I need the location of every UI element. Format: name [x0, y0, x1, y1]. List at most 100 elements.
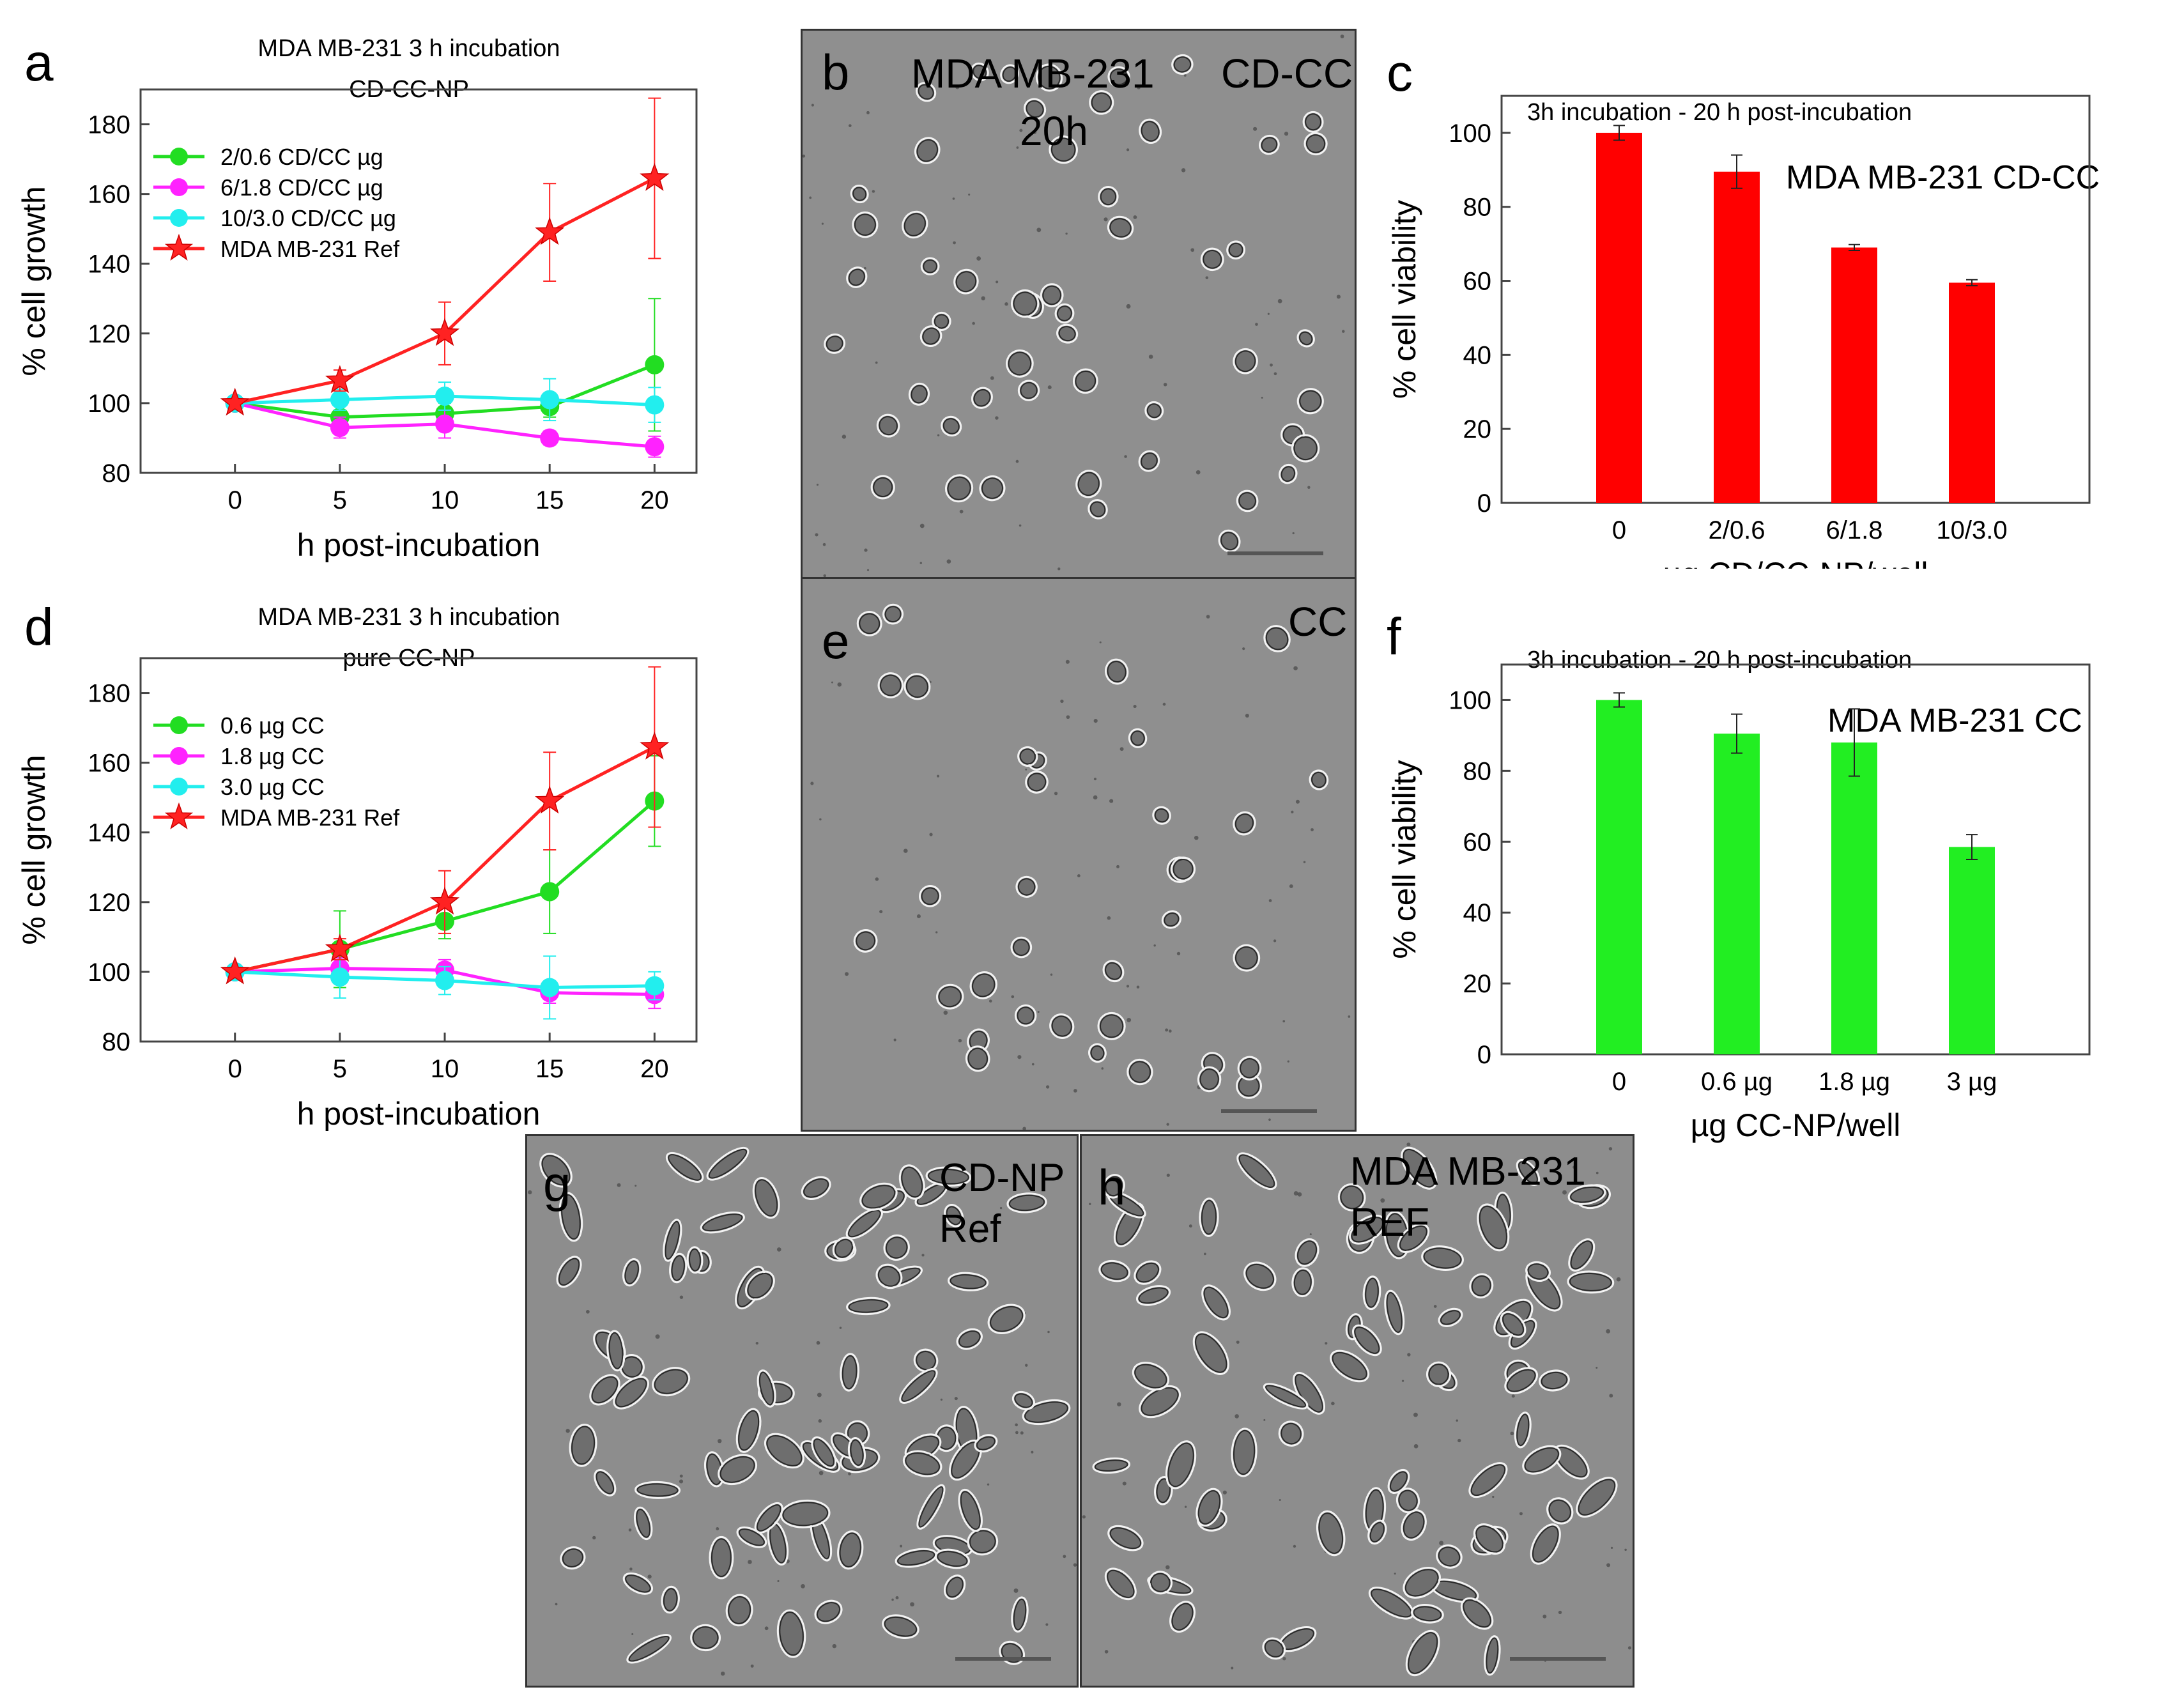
cell: [1548, 1499, 1571, 1523]
cell-halo: [944, 474, 974, 503]
cell-halo: [853, 929, 878, 953]
data-point: [645, 976, 665, 996]
cell: [1280, 466, 1296, 482]
cell: [1371, 1589, 1412, 1618]
cell-halo: [690, 1624, 721, 1652]
cell: [1017, 878, 1036, 896]
cell: [848, 1210, 881, 1238]
cell: [850, 1439, 864, 1466]
chart-annotation: MDA MB-231 CD-CC: [1786, 159, 2100, 196]
cell-halo: [1514, 1412, 1532, 1449]
x-axis-label: µg CC-NP/well: [1691, 1107, 1901, 1143]
cell: [1516, 1413, 1530, 1447]
debris-dot: [1065, 659, 1070, 664]
debris-dot: [1017, 1055, 1022, 1059]
cell-halo: [1530, 1523, 1561, 1565]
cell-halo: [974, 1434, 998, 1453]
debris-dot: [1169, 1029, 1172, 1033]
cell: [834, 1238, 853, 1258]
x-tick-label: 0: [228, 486, 242, 514]
cell: [1234, 813, 1254, 833]
legend-label: 1.8 µg CC: [220, 743, 325, 769]
debris-dot: [748, 1560, 752, 1564]
y-tick-label: 80: [102, 1028, 131, 1056]
debris-dot: [921, 1254, 925, 1257]
cell: [990, 1306, 1024, 1332]
debris-dot: [1293, 1191, 1298, 1196]
cell: [854, 213, 876, 236]
cell: [826, 335, 843, 352]
cell: [1332, 1351, 1367, 1380]
legend-marker: [170, 747, 188, 765]
debris-dot: [1015, 1423, 1018, 1427]
cell-halo: [925, 1166, 972, 1187]
cell-halo: [1098, 186, 1119, 208]
cell-halo: [1401, 1509, 1427, 1541]
cell: [1154, 808, 1169, 823]
debris-dot: [1148, 355, 1153, 359]
debris-dot: [976, 256, 981, 261]
x-tick-label: 20: [640, 486, 669, 514]
cell: [1354, 1327, 1380, 1354]
cell-halo: [1263, 1383, 1309, 1410]
cell: [1233, 1429, 1256, 1475]
cell-halo: [882, 1614, 919, 1639]
cell: [1201, 1199, 1217, 1235]
debris-dot: [837, 682, 842, 687]
cell: [1299, 331, 1313, 346]
y-axis-label: % cell growth: [16, 755, 52, 944]
debris-dot: [845, 972, 849, 976]
debris-dot: [1311, 828, 1314, 831]
cell: [1128, 1061, 1151, 1083]
debris-dot: [816, 1341, 820, 1345]
cell: [747, 1273, 773, 1298]
cell-halo: [824, 333, 846, 354]
debris-dot: [1407, 1353, 1411, 1357]
cell: [852, 187, 867, 201]
cell: [901, 1166, 923, 1198]
data-point: [330, 390, 350, 410]
debris-dot: [1336, 295, 1341, 299]
x-tick-label: 15: [535, 1055, 564, 1083]
cell-halo: [1243, 1261, 1277, 1291]
cell-halo: [904, 673, 931, 700]
legend-marker-star: [164, 802, 194, 829]
cell: [541, 1155, 571, 1186]
cell: [1134, 1364, 1167, 1389]
debris-dot: [819, 818, 822, 820]
cell-halo: [1006, 1192, 1047, 1213]
debris-dot: [1413, 1412, 1418, 1417]
debris-dot: [1562, 1190, 1567, 1195]
cell: [1141, 452, 1158, 470]
debris-dot: [1624, 1548, 1627, 1551]
cell-halo: [1011, 1390, 1035, 1410]
debris-dot: [1413, 1443, 1419, 1449]
debris-dot: [1025, 768, 1027, 771]
data-point-star: [220, 956, 250, 985]
debris-dot: [1609, 1394, 1613, 1398]
cell-halo: [811, 1436, 837, 1469]
cell-halo: [1092, 1457, 1131, 1474]
data-point: [645, 355, 665, 374]
cell: [981, 477, 1003, 499]
cell-halo: [1410, 1604, 1444, 1624]
debris-dot: [1263, 1419, 1266, 1421]
cell: [758, 1371, 774, 1406]
x-tick-label: 0: [1612, 516, 1626, 544]
debris-dot: [592, 1535, 596, 1540]
cell-halo: [1072, 368, 1098, 394]
debris-dot: [1093, 795, 1098, 800]
cell-halo: [1567, 1184, 1606, 1205]
cell: [1038, 65, 1061, 89]
cell-halo: [1144, 401, 1164, 420]
cell: [1195, 1333, 1227, 1373]
cell: [1408, 1632, 1438, 1674]
debris-dot: [647, 1574, 652, 1579]
y-tick-label: 100: [88, 958, 130, 987]
debris-dot: [1107, 916, 1111, 920]
debris-dot: [617, 1183, 621, 1187]
cell: [1173, 56, 1192, 73]
debris-dot: [528, 1190, 532, 1195]
data-point: [645, 437, 665, 457]
cell-halo: [1171, 856, 1196, 882]
